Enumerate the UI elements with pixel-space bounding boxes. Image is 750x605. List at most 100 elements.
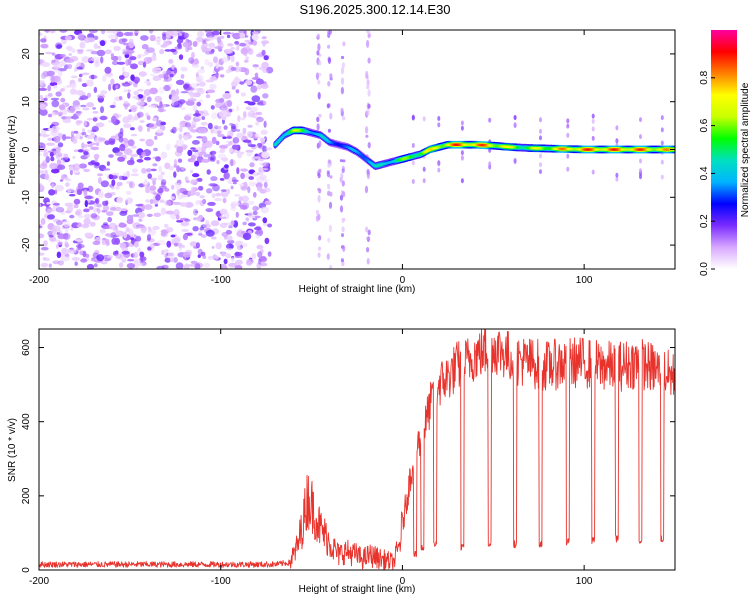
noise-blob [257,251,263,258]
track-core [273,129,675,168]
noise-blob [135,203,144,207]
noise-blob [153,212,162,217]
noise-blob [108,137,116,144]
x-tick-label: -100 [211,576,231,587]
noise-blob [130,237,135,241]
noise-blob [226,136,233,139]
noise-blob [78,73,83,78]
noise-blob [160,207,166,215]
noise-blob [111,172,120,176]
noise-blob [157,188,164,194]
noise-blob [153,147,158,152]
noise-blob [183,115,192,121]
noise-blob [142,180,149,186]
noise-blob [81,72,90,76]
noise-blob [229,148,233,153]
noise-blob [223,125,228,130]
streak-blob [317,252,321,258]
noise-blob [244,100,251,104]
noise-blob [118,262,124,268]
noise-blob [215,192,222,197]
noise-blob [86,134,94,140]
noise-blob [141,151,147,158]
noise-blob [148,123,158,129]
noise-blob [170,196,175,200]
noise-blob [204,59,210,66]
noise-blob [51,168,60,174]
noise-blob [68,193,76,197]
noise-blob [154,135,158,140]
noise-blob [75,210,81,216]
noise-blob [155,120,163,127]
noise-blob [104,140,111,146]
noise-blob [230,201,240,207]
noise-blob [85,148,90,152]
streak-blob [366,173,370,180]
noise-blob [51,52,56,56]
noise-blob [171,184,175,190]
streak-blob [342,116,346,121]
streak-blob [317,79,321,85]
streak-blob [329,175,333,179]
noise-blob [175,139,184,147]
noise-blob [123,89,128,93]
noise-blob [155,156,161,162]
noise-blob [137,247,142,254]
noise-blob [216,160,220,165]
noise-blob [211,246,215,249]
noise-blob [117,156,125,162]
noise-blob [164,257,171,263]
noise-blob [98,137,106,142]
tail-blob [591,169,595,175]
noise-blob [87,56,92,62]
noise-blob [72,222,79,226]
noise-blob [39,163,48,170]
noise-blob [164,249,169,254]
noise-blob [174,242,179,247]
noise-blob [234,40,240,45]
noise-blob [75,90,85,95]
noise-blob [227,262,237,268]
noise-blob [240,172,246,180]
streak-blob [317,172,321,179]
noise-blob [209,83,217,90]
noise-blob [217,36,222,44]
noise-blob [104,66,112,74]
noise-blob [168,166,174,171]
noise-blob [39,225,43,229]
noise-blob [123,42,129,46]
noise-blob [69,88,77,95]
streak-blob [365,134,369,138]
noise-blob [182,233,188,241]
noise-blob [187,126,194,131]
noise-blob [129,56,137,61]
noise-blob [73,204,79,209]
noise-blob [143,184,149,188]
noise-blob [42,134,50,137]
streak-blob [366,79,370,86]
noise-blob [73,198,81,205]
noise-blob [89,142,97,146]
noise-blob [57,233,66,240]
noise-blob [41,62,51,68]
noise-blob [81,56,90,63]
noise-blob [109,104,116,109]
noise-blob [160,44,167,48]
noise-blob [242,139,252,143]
noise-blob [247,222,256,227]
noise-blob [184,122,191,128]
noise-blob [220,263,227,269]
noise-blob [201,136,208,143]
noise-blob [110,38,117,43]
noise-blob [110,135,117,139]
noise-blob [50,97,60,101]
noise-blob [251,33,259,41]
noise-blob [76,66,83,70]
streak-blob [365,30,370,34]
noise-blob [238,196,243,202]
noise-blob [262,100,267,105]
noise-blob [138,54,146,57]
noise-blob [252,40,258,46]
noise-blob [147,228,157,236]
